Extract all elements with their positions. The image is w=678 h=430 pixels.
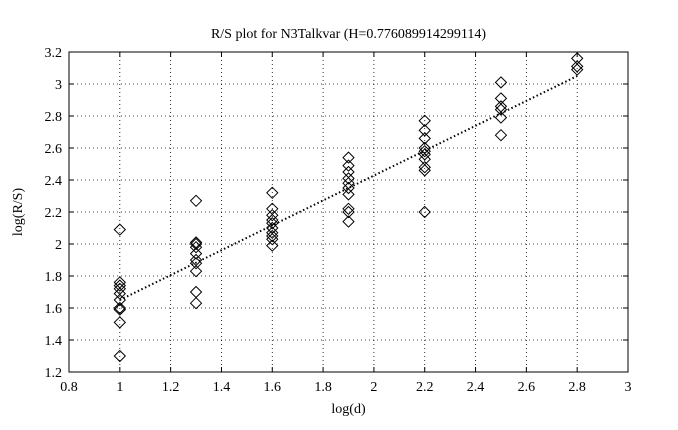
data-point-diamond (266, 216, 279, 230)
data-point-diamond (570, 60, 584, 73)
x-tick-label: 1.8 (314, 380, 332, 395)
data-point-diamond (189, 256, 203, 270)
data-point-diamond (266, 208, 279, 222)
data-point-diamond (342, 202, 355, 216)
data-point-diamond (418, 132, 431, 145)
data-point-diamond (494, 103, 508, 116)
data-point-diamond (113, 279, 127, 292)
x-tick-label: 2 (370, 380, 377, 395)
data-point-diamond (494, 92, 508, 105)
data-point-diamond (113, 301, 127, 315)
x-tick-label: 2.8 (568, 380, 586, 395)
data-point-diamond (113, 287, 127, 300)
x-tick-label: 0.8 (60, 380, 78, 395)
data-point-diamond (342, 181, 355, 195)
data-point-diamond (113, 316, 127, 329)
data-point-diamond (418, 164, 431, 177)
data-point-diamond (189, 240, 203, 254)
x-tick-label: 1 (116, 380, 123, 395)
x-axis-label: log(d) (331, 402, 366, 417)
data-point-diamond (494, 128, 508, 142)
y-tick-label: 2 (55, 238, 62, 253)
data-point-diamond (342, 159, 355, 172)
y-axis-label: log(R/S) (11, 188, 26, 237)
x-tick-label: 3 (625, 380, 632, 395)
data-point-diamond (494, 100, 508, 113)
chart-title: R/S plot for N3Talkvar (H=0.776089914299… (211, 27, 486, 42)
data-point-diamond (266, 229, 279, 243)
y-tick-label: 1.6 (45, 302, 63, 317)
grid (69, 52, 628, 372)
data-point-diamond (266, 239, 279, 252)
data-point-diamond (266, 186, 279, 200)
data-point-diamond (113, 276, 127, 289)
data-point-diamond (342, 205, 355, 219)
y-tick-label: 2.2 (45, 206, 63, 221)
data-point-diamond (418, 114, 431, 128)
data-point-diamond (266, 232, 279, 246)
data-point-diamond (189, 194, 203, 208)
data-point-diamond (342, 215, 355, 228)
x-tick-label: 1.6 (264, 380, 282, 395)
x-tick-label: 2.2 (416, 380, 434, 395)
data-point-diamond (113, 349, 127, 363)
data-point-diamond (494, 76, 508, 89)
plot-frame (68, 51, 629, 373)
data-point-diamond (189, 285, 203, 299)
data-point-diamond (418, 144, 431, 158)
data-point-diamond (189, 247, 203, 260)
data-point-diamond (113, 293, 127, 307)
regression-line-group (119, 75, 578, 301)
data-point-diamond (342, 172, 355, 185)
y-tick-label: 2.8 (45, 110, 63, 125)
data-point-diamond (189, 264, 203, 278)
data-point-diamond (418, 160, 431, 174)
y-tick-label: 2.6 (45, 142, 63, 157)
data-point-diamond (494, 111, 508, 124)
data-point-diamond (113, 223, 127, 236)
data-point-diamond (266, 226, 279, 240)
data-point-diamond (418, 124, 431, 137)
data-point-diamond (189, 296, 203, 310)
x-tick-label: 2.6 (518, 380, 536, 395)
data-point-diamond (342, 165, 355, 179)
data-point-diamond (266, 213, 279, 227)
x-tick-label: 2.4 (467, 380, 485, 395)
data-point-diamond (113, 303, 127, 316)
data-point-diamond (570, 63, 584, 76)
data-points (113, 52, 584, 363)
regression-line (119, 75, 578, 301)
y-tick-label: 1.2 (45, 366, 63, 381)
y-tick-label: 3.2 (45, 46, 63, 61)
x-tick-label: 1.2 (162, 380, 180, 395)
y-tick-label: 1.4 (45, 334, 63, 349)
data-point-diamond (342, 151, 355, 164)
y-tick-label: 2.4 (45, 174, 63, 189)
y-tick-label: 3 (55, 78, 62, 93)
data-point-diamond (418, 148, 431, 161)
data-point-diamond (189, 237, 203, 251)
x-tick-label: 1.4 (213, 380, 231, 395)
data-point-diamond (342, 188, 355, 201)
y-tick-label: 1.8 (45, 270, 63, 285)
axis-ticks: 0.8 1 1.2 1.4 1.6 1.8 2 2.2 2.4 2.6 2.8 3 1.2 1.4 1.6 1… (45, 46, 632, 395)
data-point-diamond (418, 205, 431, 219)
